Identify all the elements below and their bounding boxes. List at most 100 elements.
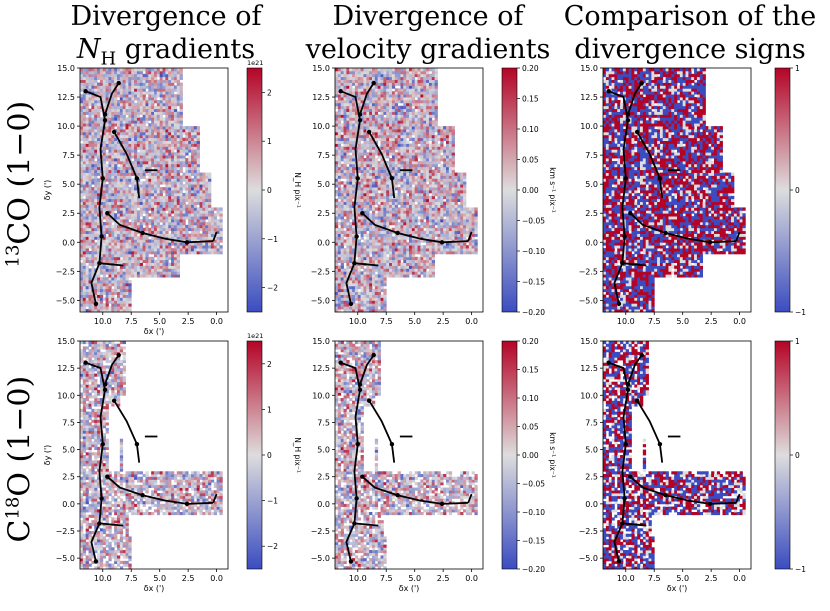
heatmap-cell	[125, 274, 129, 278]
heatmap-cell	[335, 68, 339, 72]
heatmap-cell	[131, 102, 135, 107]
heatmap-cell	[377, 184, 381, 188]
heatmap-cell	[122, 163, 126, 168]
heatmap-cell	[352, 236, 356, 240]
heatmap-cell	[165, 169, 169, 173]
heatmap-cell	[173, 108, 178, 112]
heatmap-cell	[111, 137, 115, 142]
heatmap-cell	[216, 221, 220, 226]
heatmap-cell	[94, 166, 98, 171]
heatmap-cell	[156, 91, 161, 95]
heatmap-cell	[165, 88, 169, 92]
heatmap-cell	[145, 236, 149, 240]
y-tick-label: 0.0	[62, 238, 75, 247]
heatmap-cell	[386, 76, 390, 81]
heatmap-cell	[363, 277, 367, 281]
heatmap-cell	[389, 73, 393, 78]
heatmap-cell	[185, 158, 189, 162]
heatmap-cell	[151, 111, 155, 115]
heatmap-cell	[340, 282, 344, 287]
heatmap-cell	[389, 160, 393, 165]
heatmap-cell	[337, 230, 342, 234]
heatmap-cell	[82, 143, 87, 147]
heatmap-cell	[128, 134, 132, 139]
heatmap-cell	[128, 91, 132, 95]
heatmap-cell	[165, 207, 169, 211]
heatmap-cell	[117, 126, 121, 130]
heatmap-cell	[145, 91, 149, 95]
heatmap-cell	[151, 204, 155, 208]
heatmap-cell	[360, 303, 364, 307]
heatmap-cell	[111, 143, 115, 147]
heatmap-cell	[179, 76, 183, 81]
heatmap-cell	[374, 68, 379, 72]
heatmap-cell	[179, 163, 183, 168]
heatmap-cell	[91, 300, 95, 304]
heatmap-cell	[151, 245, 155, 249]
heatmap-cell	[154, 201, 158, 205]
heatmap-cell	[139, 88, 144, 92]
heatmap-cell	[91, 160, 95, 165]
heatmap-cell	[389, 126, 393, 130]
heatmap-cell	[374, 79, 379, 83]
heatmap-cell	[117, 85, 121, 89]
heatmap-cell	[383, 91, 387, 95]
heatmap-cell	[165, 216, 169, 220]
heatmap-cell	[391, 265, 396, 269]
heatmap-cell	[154, 265, 158, 269]
heatmap-cell	[182, 219, 186, 223]
heatmap-cell	[363, 181, 367, 185]
heatmap-cell	[386, 251, 390, 255]
heatmap-cell	[383, 221, 387, 226]
heatmap-cell	[343, 280, 347, 284]
heatmap-cell	[360, 198, 364, 203]
heatmap-cell	[383, 210, 387, 214]
heatmap-cell	[134, 190, 138, 194]
heatmap-cell	[343, 230, 347, 234]
heatmap-cell	[105, 178, 109, 182]
heatmap-cell	[337, 175, 342, 179]
heatmap-cell	[394, 268, 399, 272]
heatmap-cell	[391, 152, 396, 156]
heatmap-cell	[162, 111, 166, 115]
heatmap-cell	[125, 265, 129, 269]
heatmap-cell	[111, 140, 115, 144]
heatmap-cell	[80, 149, 84, 153]
heatmap-cell	[134, 120, 138, 124]
heatmap-cell	[145, 181, 149, 185]
heatmap-cell	[80, 158, 84, 162]
13CO-nh-divergence-panel: 10.0 7.5 5.0 2.5 0.015.012.510.07.55.02.50.0…	[43, 59, 302, 336]
heatmap-cell	[173, 181, 178, 185]
heatmap-cell	[196, 158, 200, 162]
heatmap-cell	[360, 117, 364, 121]
heatmap-cell	[122, 265, 126, 269]
heatmap-cell	[377, 175, 381, 179]
heatmap-cell	[139, 207, 144, 211]
heatmap-cell	[386, 82, 390, 86]
heatmap-cell	[131, 131, 135, 136]
heatmap-cell	[131, 198, 135, 203]
heatmap-cell	[94, 70, 98, 75]
heatmap-cell	[176, 251, 181, 255]
heatmap-cell	[91, 190, 95, 194]
heatmap-cell	[114, 178, 118, 182]
heatmap-cell	[352, 294, 356, 298]
heatmap-cell	[179, 245, 183, 249]
heatmap-cell	[105, 94, 109, 98]
column-title-1-line1: Divergence of	[70, 1, 262, 32]
heatmap-cell	[142, 82, 146, 86]
heatmap-cell	[360, 271, 364, 275]
heatmap-cell	[366, 114, 370, 118]
heatmap-cell	[391, 82, 396, 86]
heatmap-cell	[88, 97, 92, 101]
heatmap-cell	[142, 146, 146, 150]
heatmap-cell	[108, 85, 112, 89]
heatmap-cell	[145, 68, 149, 72]
heatmap-cell	[397, 155, 401, 159]
heatmap-cell	[122, 216, 126, 220]
heatmap-cell	[397, 117, 401, 121]
heatmap-cell	[188, 166, 192, 171]
heatmap-cell	[343, 123, 347, 127]
heatmap-cell	[335, 181, 339, 185]
heatmap-cell	[94, 76, 98, 81]
